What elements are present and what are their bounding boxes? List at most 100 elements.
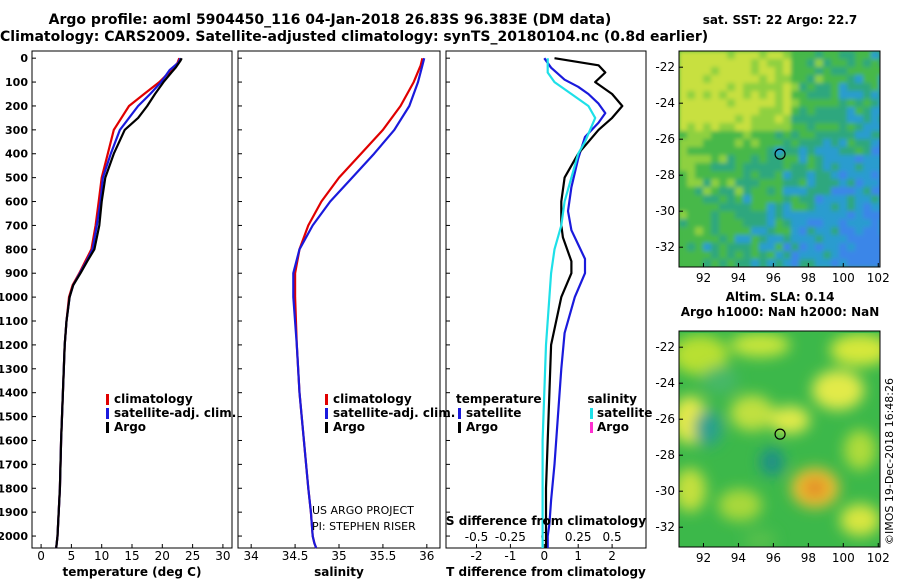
sst-cell <box>823 107 832 116</box>
sst-cell <box>751 163 760 172</box>
sst-cell <box>759 67 768 76</box>
difference-top-label: S difference from climatology <box>446 514 646 528</box>
sst-cell <box>775 51 784 60</box>
sst-cell <box>839 243 848 252</box>
sst-cell <box>775 179 784 188</box>
sst-cell <box>871 115 880 124</box>
sst-cell <box>791 219 800 228</box>
sst-cell <box>823 139 832 148</box>
sst-cell <box>743 107 752 116</box>
sst-cell <box>719 139 728 148</box>
sst-cell <box>847 75 856 84</box>
sst-cell <box>679 171 688 180</box>
sla-map-axes: 92 94 96 98 100 102 -22 -24 -26 -28 -30 -32 <box>655 340 889 565</box>
sst-cell <box>871 179 880 188</box>
sst-cell <box>711 139 720 148</box>
sst-cell <box>727 195 736 204</box>
sst-cell <box>719 115 728 124</box>
sst-cell <box>695 59 704 68</box>
legend-swatch-argo <box>106 422 109 433</box>
sst-cell <box>735 123 744 132</box>
sst-cell <box>735 83 744 92</box>
sst-cell <box>703 115 712 124</box>
sst-cell <box>799 243 808 252</box>
sst-cell <box>799 59 808 68</box>
sst-cell <box>871 243 880 252</box>
sst-cell <box>839 123 848 132</box>
sst-cell <box>783 235 792 244</box>
sst-cell <box>855 107 864 116</box>
sst-cell <box>687 171 696 180</box>
sst-cell <box>799 107 808 116</box>
sst-cell <box>791 195 800 204</box>
depth-tick-label: 400 <box>5 148 28 161</box>
sst-cell <box>687 67 696 76</box>
sst-cell <box>775 195 784 204</box>
sst-cell <box>815 163 824 172</box>
sst-cell <box>791 99 800 108</box>
depth-tick-label: 500 <box>5 172 28 185</box>
legend-label-s-argo: Argo <box>597 420 629 434</box>
sst-cell <box>863 123 872 132</box>
depth-tick-label: 1500 <box>0 411 28 424</box>
sst-cell <box>751 123 760 132</box>
sst-cell <box>799 171 808 180</box>
sst-cell <box>871 227 880 236</box>
sst-cell <box>743 147 752 156</box>
sst-cell <box>695 251 704 260</box>
sst-cell <box>807 123 816 132</box>
sst-cell <box>735 243 744 252</box>
sst-cell <box>823 251 832 260</box>
sst-cell <box>711 171 720 180</box>
x-tick-label: 36 <box>419 549 434 563</box>
sst-cell <box>823 59 832 68</box>
sst-cell <box>719 259 728 267</box>
legend-swatch-s-satellite <box>590 408 593 419</box>
sst-cell <box>679 123 688 132</box>
sst-cell <box>735 251 744 260</box>
sst-cell <box>727 227 736 236</box>
sst-cell <box>695 187 704 196</box>
sst-cell <box>791 115 800 124</box>
depth-tick-label: 1000 <box>0 291 28 304</box>
sst-cell <box>839 195 848 204</box>
sst-cell <box>751 51 760 60</box>
sst-cell <box>727 107 736 116</box>
sst-cell <box>679 91 688 100</box>
sst-cell <box>767 195 776 204</box>
sst-cell <box>735 91 744 100</box>
sst-cell <box>711 147 720 156</box>
sst-cell <box>719 251 728 260</box>
sst-cell <box>735 235 744 244</box>
sst-cell <box>679 251 688 260</box>
sst-cell <box>695 155 704 164</box>
top-tick-label: 0.5 <box>603 530 622 544</box>
sst-map-frame <box>678 50 881 268</box>
x-tick-label: 30 <box>215 549 230 563</box>
sst-cell <box>727 259 736 267</box>
sst-cell <box>735 99 744 108</box>
sst-cell <box>847 67 856 76</box>
sst-cell <box>815 203 824 212</box>
sst-cell <box>767 155 776 164</box>
sst-cell <box>871 67 880 76</box>
sst-cell <box>799 251 808 260</box>
depth-tick-label: 0 <box>20 52 28 65</box>
sst-cell <box>871 91 880 100</box>
sst-cell <box>847 99 856 108</box>
x-tick-label: 0 <box>37 549 45 563</box>
depth-axis: 0 100 200 300 400 500 600 700 800 900 1000 1100 1200… <box>0 52 450 543</box>
sst-cell <box>735 179 744 188</box>
sst-cell <box>727 163 736 172</box>
map-y-tick-label: -30 <box>655 204 675 218</box>
legend-swatch-t-satellite <box>458 408 461 419</box>
sst-cell <box>719 75 728 84</box>
sst-cell <box>863 211 872 220</box>
sst-cell <box>847 171 856 180</box>
sst-cell <box>695 91 704 100</box>
sst-cell <box>743 91 752 100</box>
depth-tick-label: 600 <box>5 196 28 209</box>
sst-cell <box>759 179 768 188</box>
sst-cell <box>775 91 784 100</box>
sst-cell <box>751 147 760 156</box>
